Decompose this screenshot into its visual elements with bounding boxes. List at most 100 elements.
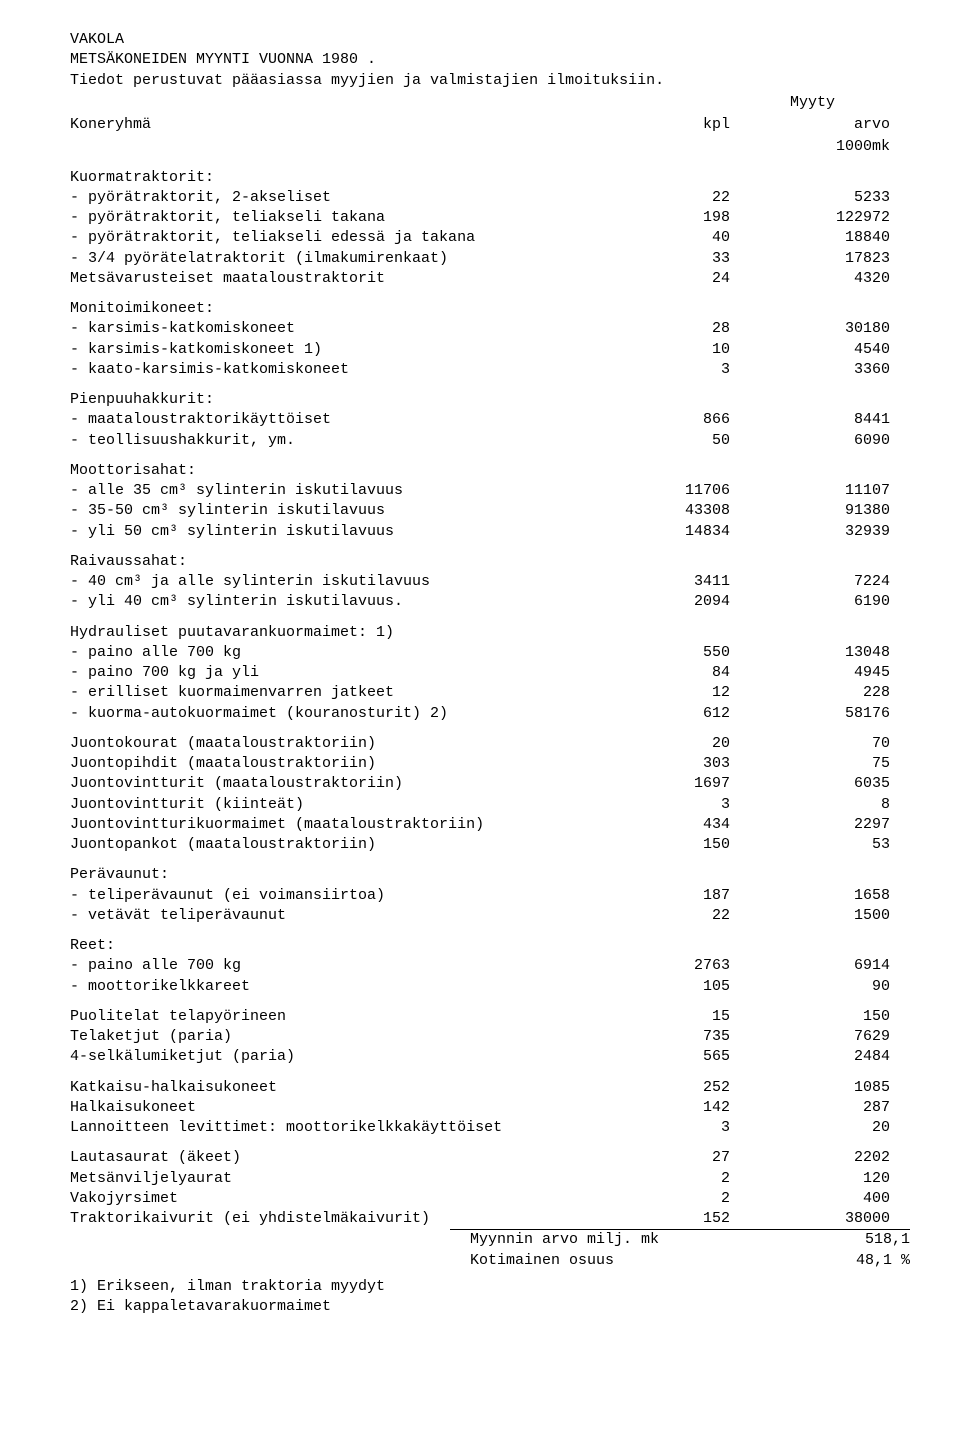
row-kpl: 10 [590,340,730,360]
total-label-1 [70,1229,450,1250]
table-row: - paino 700 kg ja yli844945 [70,663,920,683]
total-label-2: Kotimainen osuus [450,1251,750,1271]
row-arvo: 4945 [730,663,890,683]
row-arvo: 5233 [730,188,890,208]
row-arvo: 53 [730,835,890,855]
table-row: Juontokourat (maataloustraktoriin)2070 [70,734,920,754]
header-block: VAKOLA METSÄKONEIDEN MYYNTI VUONNA 1980 … [70,30,920,158]
row-kpl: 612 [590,704,730,724]
table-row: Puolitelat telapyörineen15150 [70,1007,920,1027]
footnotes: 1) Erikseen, ilman traktoria myydyt 2) E… [70,1277,920,1318]
sections-container: Kuormatraktorit:- pyörätraktorit, 2-akse… [70,168,920,1230]
row-kpl: 15 [590,1007,730,1027]
col-header-myyty: Myyty [70,93,920,113]
table-row: - moottorikelkkareet10590 [70,977,920,997]
row-kpl: 1697 [590,774,730,794]
table-row: - teliperävaunut (ei voimansiirtoa)18716… [70,886,920,906]
row-label: - pyörätraktorit, teliakseli edessä ja t… [70,228,590,248]
row-kpl: 43308 [590,501,730,521]
row-kpl: 3 [590,795,730,815]
row-kpl: 28 [590,319,730,339]
row-arvo: 150 [730,1007,890,1027]
row-kpl: 866 [590,410,730,430]
section-title: Moottorisahat: [70,461,920,481]
row-arvo: 400 [730,1189,890,1209]
section: Perävaunut:- teliperävaunut (ei voimansi… [70,865,920,926]
section: Lautasaurat (äkeet)272202Metsänviljelyau… [70,1148,920,1229]
row-kpl: 2094 [590,592,730,612]
table-row: - vetävät teliperävaunut221500 [70,906,920,926]
row-arvo: 8 [730,795,890,815]
table-row: - pyörätraktorit, 2-akseliset225233 [70,188,920,208]
table-row: Halkaisukoneet142287 [70,1098,920,1118]
row-label: - moottorikelkkareet [70,977,590,997]
section: Hydrauliset puutavarankuormaimet: 1)- pa… [70,623,920,724]
row-arvo: 90 [730,977,890,997]
table-row: Juontovintturit (maataloustraktoriin)169… [70,774,920,794]
total-row-1: Myynnin arvo milj. mk 518,1 [70,1229,920,1250]
arvo-label: arvo [730,115,890,135]
row-kpl: 3 [590,360,730,380]
row-arvo: 32939 [730,522,890,542]
section-title: Perävaunut: [70,865,920,885]
row-kpl: 105 [590,977,730,997]
table-row: Telaketjut (paria)7357629 [70,1027,920,1047]
table-row: - erilliset kuormaimenvarren jatkeet1222… [70,683,920,703]
row-kpl: 2 [590,1189,730,1209]
row-label: - yli 40 cm³ sylinterin iskutilavuus. [70,592,590,612]
table-row: - maataloustraktorikäyttöiset8668441 [70,410,920,430]
row-kpl: 40 [590,228,730,248]
table-row: - karsimis-katkomiskoneet2830180 [70,319,920,339]
table-row: - pyörätraktorit, teliakseli edessä ja t… [70,228,920,248]
row-arvo: 120 [730,1169,890,1189]
total-row-2: Kotimainen osuus 48,1 % [70,1251,920,1271]
group-label: Koneryhmä [70,115,590,135]
row-kpl: 565 [590,1047,730,1067]
row-arvo: 3360 [730,360,890,380]
row-label: Vakojyrsimet [70,1189,590,1209]
table-row: - 40 cm³ ja alle sylinterin iskutilavuus… [70,572,920,592]
col-header-unit: 1000mk [70,137,920,157]
row-arvo: 58176 [730,704,890,724]
row-kpl: 20 [590,734,730,754]
row-arvo: 8441 [730,410,890,430]
col-header-row: Koneryhmä kpl arvo [70,115,920,135]
row-arvo: 91380 [730,501,890,521]
table-row: Metsävarusteiset maataloustraktorit24432… [70,269,920,289]
row-arvo: 6190 [730,592,890,612]
row-label: Telaketjut (paria) [70,1027,590,1047]
section-title: Monitoimikoneet: [70,299,920,319]
table-row: - 35-50 cm³ sylinterin iskutilavuus43308… [70,501,920,521]
section: Puolitelat telapyörineen15150Telaketjut … [70,1007,920,1068]
table-row: - pyörätraktorit, teliakseli takana19812… [70,208,920,228]
row-label: - kaato-karsimis-katkomiskoneet [70,360,590,380]
row-kpl: 27 [590,1148,730,1168]
section-title: Pienpuuhakkurit: [70,390,920,410]
section: Raivaussahat:- 40 cm³ ja alle sylinterin… [70,552,920,613]
table-row: - yli 50 cm³ sylinterin iskutilavuus1483… [70,522,920,542]
row-arvo: 38000 [730,1209,890,1229]
row-arvo: 1658 [730,886,890,906]
table-row: - kaato-karsimis-katkomiskoneet33360 [70,360,920,380]
row-kpl: 22 [590,188,730,208]
table-row: Vakojyrsimet2400 [70,1189,920,1209]
row-label: Juontovintturikuormaimet (maataloustrakt… [70,815,590,835]
row-kpl: 12 [590,683,730,703]
table-row: Juontopankot (maataloustraktoriin)15053 [70,835,920,855]
row-kpl: 434 [590,815,730,835]
row-arvo: 4540 [730,340,890,360]
row-label: - pyörätraktorit, 2-akseliset [70,188,590,208]
row-kpl: 22 [590,906,730,926]
row-label: - kuorma-autokuormaimet (kouranosturit) … [70,704,590,724]
row-arvo: 75 [730,754,890,774]
row-label: Traktorikaivurit (ei yhdistelmäkaivurit) [70,1209,590,1229]
row-label: - karsimis-katkomiskoneet 1) [70,340,590,360]
section: Pienpuuhakkurit:- maataloustraktorikäytt… [70,390,920,451]
row-arvo: 228 [730,683,890,703]
table-row: - karsimis-katkomiskoneet 1)104540 [70,340,920,360]
row-label: Juontopankot (maataloustraktoriin) [70,835,590,855]
arvo-unit: 1000mk [730,137,890,157]
row-kpl: 3 [590,1118,730,1138]
row-label: Juontovintturit (kiinteät) [70,795,590,815]
row-label: Juontokourat (maataloustraktoriin) [70,734,590,754]
